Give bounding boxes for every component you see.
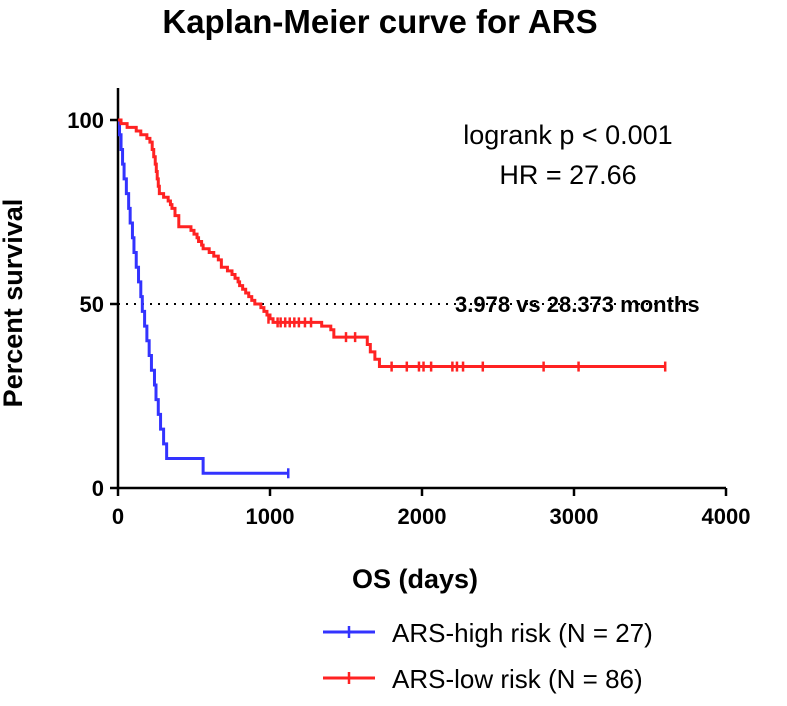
x-axis-title: OS (days) xyxy=(352,564,478,594)
legend-label-low-risk: ARS-low risk (N = 86) xyxy=(392,664,643,694)
x-tick-label: 0 xyxy=(112,504,124,529)
chart-title: Kaplan-Meier curve for ARS xyxy=(162,3,597,40)
median-annotation: 3.978 vs 28.373 months xyxy=(455,292,700,317)
y-axis-title: Percent survival xyxy=(0,199,28,408)
y-tick-label: 50 xyxy=(80,292,104,317)
series-layer xyxy=(118,118,667,479)
x-ticks: 0 1000 2000 3000 4000 xyxy=(112,488,751,529)
legend: ARS-high risk (N = 27) ARS-low risk (N = … xyxy=(323,618,653,694)
y-tick-label: 100 xyxy=(67,108,104,133)
x-tick-label: 4000 xyxy=(702,504,751,529)
legend-label-high-risk: ARS-high risk (N = 27) xyxy=(392,618,653,648)
x-tick-label: 2000 xyxy=(398,504,447,529)
y-ticks: 0 50 100 xyxy=(67,108,118,501)
x-tick-label: 1000 xyxy=(246,504,295,529)
survival-curve-high-risk xyxy=(118,118,289,475)
hr-annotation: HR = 27.66 xyxy=(499,160,636,190)
logrank-annotation: logrank p < 0.001 xyxy=(463,120,672,150)
y-tick-label: 0 xyxy=(92,476,104,501)
survival-curve-low-risk xyxy=(118,118,666,369)
x-tick-label: 3000 xyxy=(550,504,599,529)
